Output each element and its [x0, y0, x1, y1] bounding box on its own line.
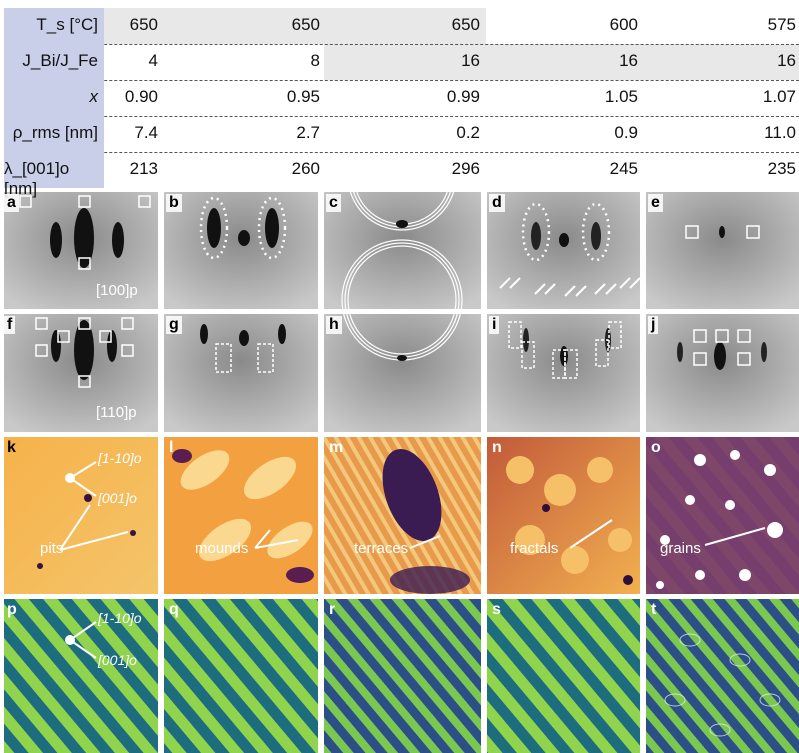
row-label-x: x [4, 80, 104, 116]
label-c: c [326, 194, 341, 212]
label-mounds: mounds [195, 540, 249, 557]
afm-row-4 [4, 599, 799, 753]
panel-o [646, 437, 799, 594]
dir-110p: [110]p [96, 404, 137, 421]
cell-rho-4: 0.9 [614, 123, 638, 142]
cell-lambda-2: 260 [291, 159, 320, 178]
panel-s [487, 599, 640, 753]
cell-jbi-2: 8 [310, 51, 320, 70]
panel-f [4, 314, 158, 432]
table-row-jbi: J_Bi/J_Fe 4 8 16 16 16 [0, 44, 799, 80]
panel-h [324, 239, 481, 432]
label-terraces: terraces [354, 540, 409, 557]
cell-ts-4: 600 [609, 15, 638, 34]
table-row-rho: ρ_rms [nm] 7.4 2.7 0.2 0.9 11.0 [0, 116, 799, 152]
panel-i [487, 314, 640, 432]
cell-ts-3: 650 [451, 15, 480, 34]
label-d: d [489, 194, 505, 212]
label-r: r [329, 601, 336, 618]
cell-lambda-5: 235 [767, 159, 796, 178]
cell-x-2: 0.95 [286, 87, 320, 106]
cell-x-4: 1.05 [604, 87, 638, 106]
panel-l [164, 437, 318, 594]
table-row-ts: T_s [°C] 650 650 650 600 575 [0, 8, 799, 44]
label-e: e [648, 194, 663, 212]
label-grains: grains [660, 540, 701, 557]
cell-jbi-1: 4 [148, 51, 158, 70]
highlight-jbi [324, 44, 799, 80]
cell-rho-1: 7.4 [134, 123, 158, 142]
table-row-x: x 0.90 0.95 0.99 1.05 1.07 [0, 80, 799, 116]
dir-1m10o-p: [1-10]o [98, 610, 142, 626]
label-k: k [7, 439, 16, 456]
dir-001o-k: [001]o [98, 490, 137, 506]
label-b: b [166, 194, 182, 212]
cell-ts-2: 650 [291, 15, 320, 34]
label-f: f [4, 316, 16, 334]
dir-001o-p: [001]o [98, 652, 137, 668]
cell-x-1: 0.90 [124, 87, 158, 106]
panel-j [646, 314, 799, 432]
label-t: t [651, 601, 657, 618]
cell-jbi-4: 16 [619, 51, 638, 70]
label-j: j [648, 316, 659, 334]
row-label-rho: ρ_rms [nm] [4, 116, 104, 152]
label-h: h [326, 316, 342, 334]
dir-1m10o-k: [1-10]o [98, 450, 142, 466]
cell-ts-5: 575 [767, 15, 796, 34]
panel-t [646, 599, 799, 753]
panel-b [164, 192, 318, 309]
row-label-jbi: J_Bi/J_Fe [4, 44, 104, 80]
cell-lambda-3: 296 [451, 159, 480, 178]
panel-p [4, 599, 158, 753]
panel-m [324, 437, 481, 594]
cell-jbi-3: 16 [461, 51, 480, 70]
label-n: n [492, 439, 502, 456]
highlight-ts [104, 8, 486, 44]
panel-e [646, 192, 799, 309]
table-row-lambda: λ_[001]o [nm] 213 260 296 245 235 [0, 152, 799, 198]
cell-rho-3: 0.2 [456, 123, 480, 142]
label-g: g [166, 316, 182, 334]
panel-a [4, 192, 158, 309]
label-a: a [4, 194, 19, 212]
rheed-row-2 [4, 239, 799, 432]
cell-lambda-4: 245 [609, 159, 638, 178]
panel-k [4, 437, 158, 594]
label-p: p [7, 601, 17, 618]
label-m: m [329, 439, 344, 456]
row-label-ts: T_s [°C] [4, 8, 104, 44]
panel-q [164, 599, 318, 753]
cell-ts-1: 650 [129, 15, 158, 34]
panel-g [164, 314, 318, 432]
panel-d [487, 192, 641, 309]
cell-jbi-5: 16 [777, 51, 796, 70]
cell-x-5: 1.07 [762, 87, 796, 106]
label-q: q [169, 601, 179, 618]
row-label-lambda: λ_[001]o [nm] [4, 152, 104, 198]
label-i: i [489, 316, 500, 334]
panel-r [324, 599, 481, 753]
label-l: l [169, 439, 174, 456]
cell-lambda-1: 213 [129, 159, 158, 178]
label-s: s [492, 601, 501, 618]
panel-n [487, 437, 640, 594]
rheed-row-1 [4, 121, 799, 309]
cell-rho-2: 2.7 [296, 123, 320, 142]
cell-x-3: 0.99 [446, 87, 480, 106]
annotation-arrows [59, 461, 766, 659]
label-o: o [651, 439, 661, 456]
afm-row-3 [4, 437, 799, 594]
label-fractals: fractals [510, 540, 559, 557]
cell-rho-5: 11.0 [764, 123, 796, 142]
dir-100p: [100]p [96, 282, 138, 299]
label-pits: pits [40, 540, 64, 557]
